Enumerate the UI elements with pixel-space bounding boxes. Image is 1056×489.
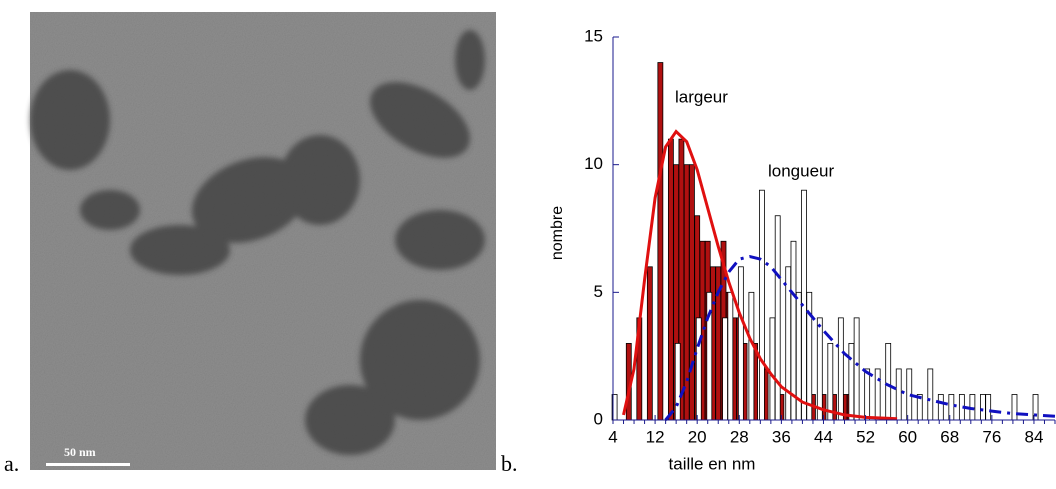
fit-curve bbox=[622, 129, 898, 421]
bar bbox=[985, 394, 992, 421]
scale-bar-label: 50 nm bbox=[64, 445, 96, 459]
bar bbox=[727, 291, 734, 421]
bar bbox=[769, 317, 776, 421]
panel-label: a. bbox=[4, 451, 19, 476]
micrograph: 50 nm bbox=[30, 12, 496, 470]
y-tick-label: 0 bbox=[594, 409, 603, 428]
y-tick-label: 10 bbox=[584, 154, 603, 173]
bar bbox=[937, 394, 944, 421]
y-tick-label: 15 bbox=[584, 26, 603, 45]
bar bbox=[657, 62, 664, 421]
fit-curve bbox=[664, 255, 1056, 421]
bar bbox=[864, 368, 871, 421]
bar bbox=[816, 317, 823, 421]
bar bbox=[646, 266, 653, 421]
series-label: largeur bbox=[675, 87, 728, 106]
bar bbox=[827, 342, 834, 421]
bar bbox=[885, 342, 892, 421]
bar bbox=[674, 342, 681, 421]
x-tick-label: 4 bbox=[608, 427, 617, 446]
x-tick-label: 60 bbox=[898, 427, 917, 446]
bar bbox=[737, 266, 744, 421]
x-tick-label: 20 bbox=[688, 427, 707, 446]
bar bbox=[683, 164, 690, 421]
x-tick-label: 84 bbox=[1024, 427, 1043, 446]
bar bbox=[837, 317, 844, 421]
bar bbox=[667, 138, 674, 421]
bar bbox=[689, 164, 695, 421]
bar bbox=[748, 291, 755, 421]
bar bbox=[722, 317, 728, 421]
x-tick-label: 76 bbox=[982, 427, 1001, 446]
bar bbox=[927, 368, 934, 421]
y-tick-label: 5 bbox=[594, 282, 603, 301]
series-label: longueur bbox=[768, 161, 835, 180]
bar bbox=[695, 317, 702, 421]
panel-label: b. bbox=[501, 451, 518, 476]
bar bbox=[874, 368, 881, 421]
bar bbox=[980, 394, 986, 421]
x-tick-label: 36 bbox=[772, 427, 791, 446]
x-tick-label: 28 bbox=[730, 427, 749, 446]
x-tick-label: 12 bbox=[646, 427, 665, 446]
bar bbox=[774, 215, 781, 421]
bar bbox=[759, 189, 765, 421]
x-tick-label: 68 bbox=[940, 427, 959, 446]
bar bbox=[848, 342, 855, 421]
x-tick-label: 44 bbox=[814, 427, 833, 446]
y-axis-label: nombre bbox=[549, 206, 566, 260]
x-tick-label: 52 bbox=[856, 427, 875, 446]
x-axis-label: taille en nm bbox=[669, 454, 756, 473]
bar bbox=[853, 317, 860, 421]
bar bbox=[1011, 394, 1018, 421]
bar bbox=[895, 368, 902, 421]
